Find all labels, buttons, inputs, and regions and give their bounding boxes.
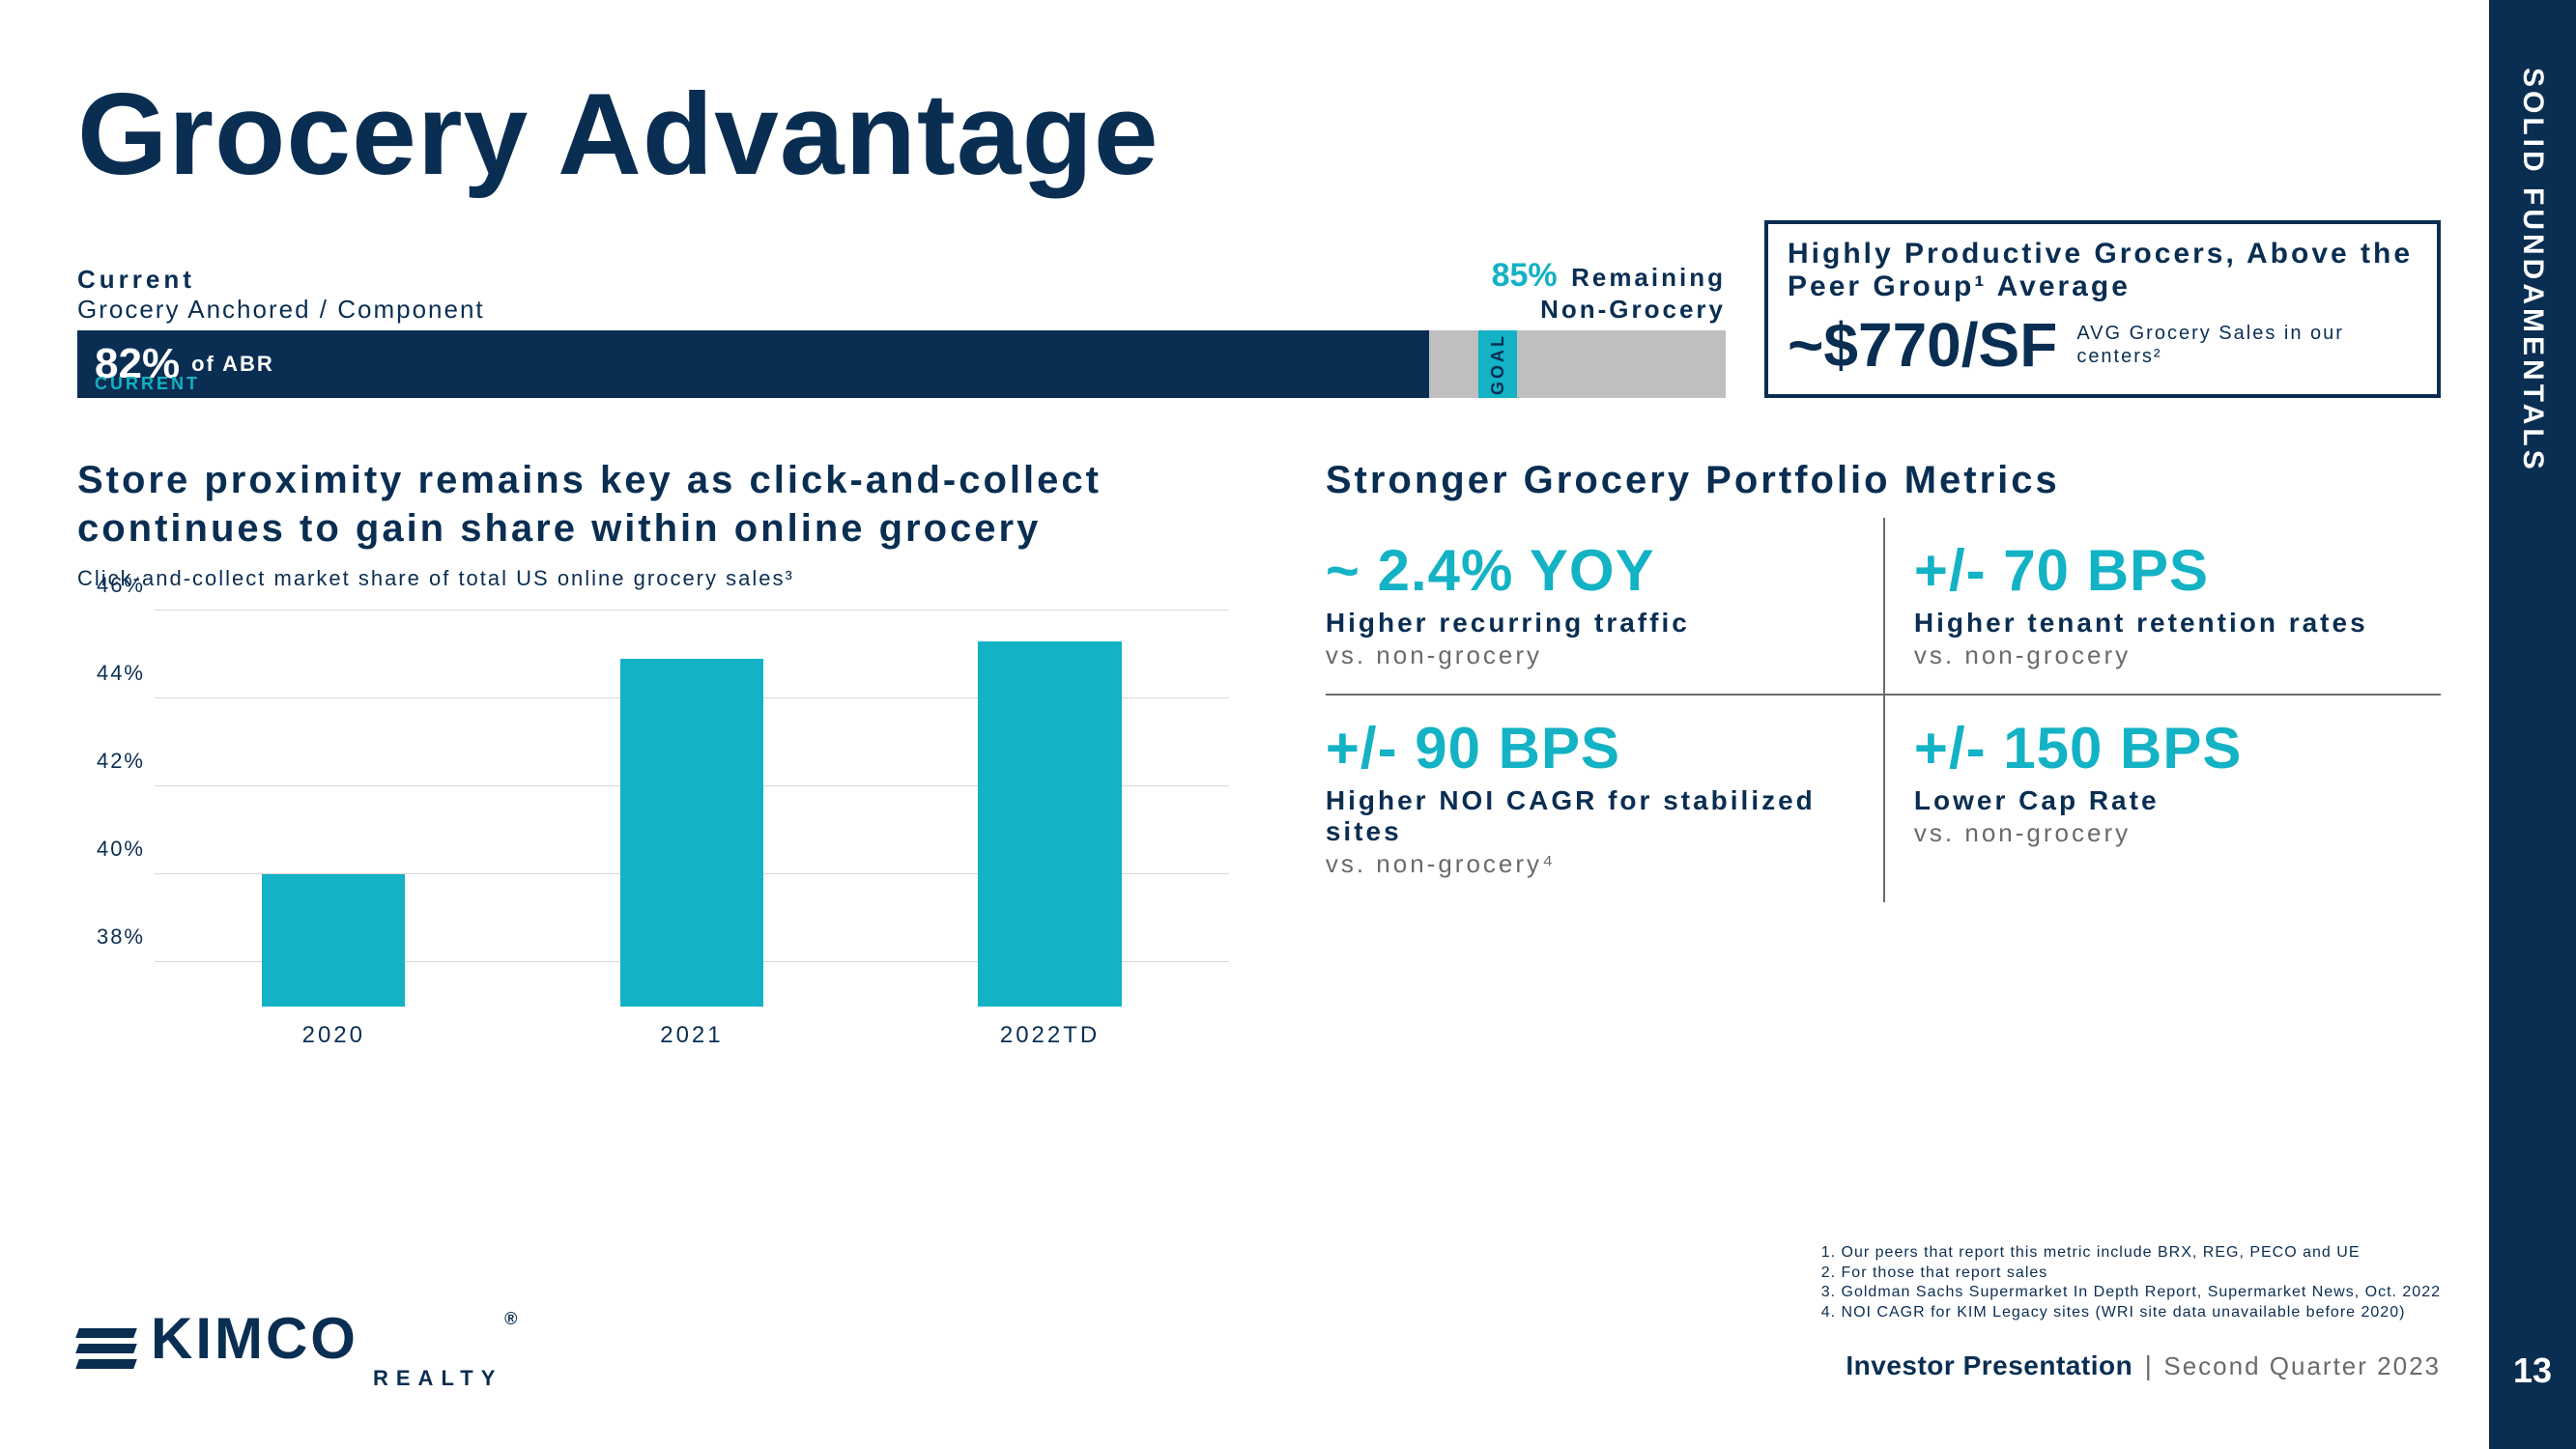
metric-value: ~ 2.4% YOY [1326, 537, 1854, 604]
metric-line2: vs. non-grocery⁴ [1326, 849, 1854, 879]
footnote-line: 3. Goldman Sachs Supermarket In Depth Re… [1821, 1283, 2441, 1303]
metric-value: +/- 90 BPS [1326, 715, 1854, 781]
chart-gridline [155, 610, 1229, 611]
progress-goal-marker: GOAL [1478, 330, 1517, 398]
right-sidebar: SOLID FUNDAMENTALS 13 [2489, 0, 2576, 1449]
callout-box: Highly Productive Grocers, Above the Pee… [1764, 220, 2441, 398]
metric-cell: +/- 90 BPSHigher NOI CAGR for stabilized… [1326, 694, 1883, 902]
progress-right-line1: Remaining [1571, 263, 1726, 292]
sidebar-section-label: SOLID FUNDAMENTALS [2516, 68, 2549, 473]
callout-value: ~$770/SF [1788, 309, 2057, 381]
metric-line1: Higher recurring traffic [1326, 608, 1854, 639]
bar-chart: 38%40%42%44%46%202020212022TD [77, 611, 1248, 1055]
progress-block: Current Grocery Anchored / Component 85%… [77, 257, 1726, 398]
progress-left-line1: Current [77, 265, 485, 295]
progress-current-sub: of ABR [191, 352, 274, 377]
chart-xtick: 2021 [660, 1022, 723, 1049]
metric-line2: vs. non-grocery [1326, 640, 1854, 670]
logo-name: KIMCO [151, 1306, 358, 1371]
metric-line1: Higher NOI CAGR for stabilized sites [1326, 785, 1854, 847]
metrics-section: Stronger Grocery Portfolio Metrics ~ 2.4… [1326, 456, 2441, 1055]
company-logo: KIMCO ® REALTY [77, 1305, 502, 1391]
mid-row: Store proximity remains key as click-and… [77, 456, 2441, 1055]
footer-title: Investor Presentation [1846, 1350, 2132, 1380]
chart-ytick: 44% [77, 661, 145, 686]
chart-section: Store proximity remains key as click-and… [77, 456, 1248, 1055]
chart-heading: Store proximity remains key as click-and… [77, 456, 1248, 553]
chart-xtick: 2020 [302, 1022, 365, 1049]
progress-right-line2: Non-Grocery [1492, 295, 1726, 325]
top-row: Current Grocery Anchored / Component 85%… [77, 220, 2441, 398]
chart-ytick: 38% [77, 924, 145, 950]
content-area: Grocery Advantage Current Grocery Anchor… [77, 68, 2441, 1401]
page-title: Grocery Advantage [77, 68, 2441, 201]
chart-bar [620, 659, 763, 1007]
metric-cell: ~ 2.4% YOY Higher recurring trafficvs. no… [1326, 518, 1883, 694]
progress-right-pct: 85% [1492, 257, 1558, 295]
chart-bar [978, 641, 1121, 1007]
progress-current-sub2: CURRENT [95, 374, 200, 394]
metric-cell: +/- 70 BPS Higher tenant retention ratesv… [1883, 518, 2441, 694]
logo-bars-icon [77, 1328, 135, 1369]
chart-ytick: 46% [77, 573, 145, 598]
metric-line2: vs. non-grocery [1914, 640, 2412, 670]
metrics-heading: Stronger Grocery Portfolio Metrics [1326, 456, 2441, 504]
metrics-grid: ~ 2.4% YOYHigher recurring trafficvs. no… [1326, 518, 2441, 902]
metric-value: +/- 150 BPS [1914, 715, 2412, 781]
callout-sub: AVG Grocery Sales in our centers² [2076, 322, 2418, 368]
chart-plot-area: 38%40%42%44%46%202020212022TD [155, 611, 1229, 1007]
progress-goal-text: GOAL [1488, 333, 1508, 395]
metric-line1: Lower Cap Rate [1914, 785, 2412, 816]
footer: Investor Presentation | Second Quarter 2… [1846, 1350, 2441, 1381]
metric-line1: Higher tenant retention rates [1914, 608, 2412, 639]
logo-text: KIMCO ® [151, 1305, 502, 1372]
slide-page: SOLID FUNDAMENTALS 13 Grocery Advantage … [0, 0, 2576, 1449]
logo-registered-icon: ® [504, 1309, 520, 1329]
footer-quarter: Second Quarter 2023 [2163, 1351, 2441, 1380]
progress-bar: 82% of ABR CURRENT GOAL [77, 330, 1726, 398]
footnote-line: 2. For those that report sales [1821, 1264, 2441, 1284]
chart-ytick: 40% [77, 837, 145, 862]
page-number: 13 [2489, 1350, 2576, 1391]
chart-xtick: 2022TD [1000, 1022, 1100, 1049]
chart-subheading: Click-and-collect market share of total … [77, 566, 1248, 591]
callout-line1: Highly Productive Grocers, Above the Pee… [1788, 238, 2418, 303]
metric-value: +/- 70 BPS [1914, 537, 2412, 604]
footnotes: 1. Our peers that report this metric inc… [1821, 1243, 2441, 1323]
metric-line2: vs. non-grocery [1914, 818, 2412, 848]
footnote-line: 1. Our peers that report this metric inc… [1821, 1243, 2441, 1264]
footer-sep: | [2145, 1350, 2152, 1380]
footnote-line: 4. NOI CAGR for KIM Legacy sites (WRI si… [1821, 1303, 2441, 1323]
metric-cell: +/- 150 BPS Lower Cap Ratevs. non-grocery [1883, 694, 2441, 902]
progress-left-line2: Grocery Anchored / Component [77, 295, 485, 325]
chart-bar [262, 874, 405, 1007]
progress-fill: 82% of ABR CURRENT [77, 330, 1429, 398]
chart-ytick: 42% [77, 749, 145, 774]
progress-labels: Current Grocery Anchored / Component 85%… [77, 257, 1726, 325]
